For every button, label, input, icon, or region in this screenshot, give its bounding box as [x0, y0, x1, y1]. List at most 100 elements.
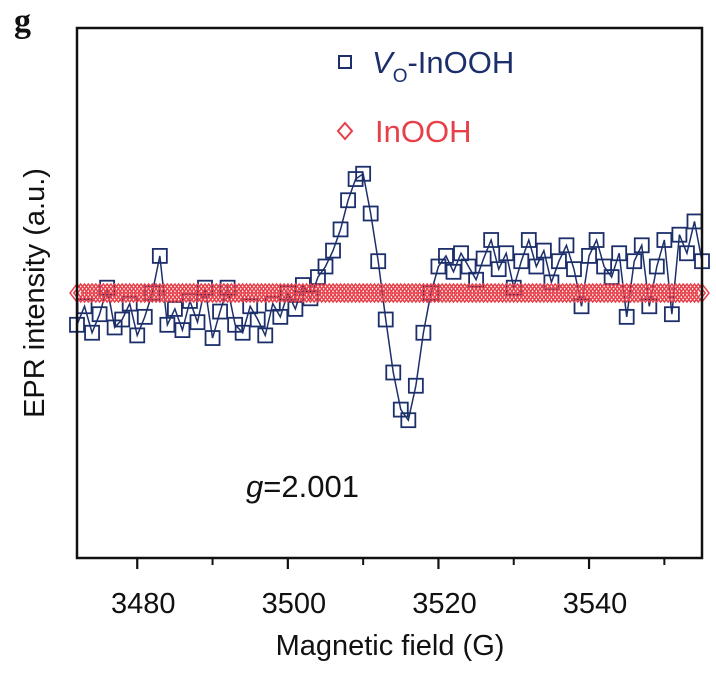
data-point-inooh [678, 282, 695, 304]
data-point-inooh [261, 282, 277, 304]
data-point-inooh [76, 282, 93, 304]
data-point-inooh [189, 282, 206, 304]
data-point-inooh [227, 282, 244, 304]
data-point-inooh [80, 282, 97, 304]
data-point-inooh [569, 282, 586, 304]
data-point-vo-inooh [626, 253, 643, 270]
data-point-inooh [543, 282, 560, 304]
data-point-vo-inooh [588, 232, 605, 248]
data-point-inooh [106, 282, 123, 304]
data-point-vo-inooh [671, 226, 688, 243]
data-point-vo-inooh [520, 232, 537, 248]
data-point-inooh [249, 282, 266, 304]
data-point-inooh [215, 282, 232, 304]
data-point-inooh [84, 282, 101, 304]
data-point-vo-inooh [535, 242, 552, 259]
data-point-vo-inooh [362, 205, 379, 222]
data-point-inooh [291, 282, 308, 304]
data-point-inooh [667, 282, 684, 304]
data-point-vo-inooh [490, 261, 507, 278]
data-point-inooh [238, 282, 255, 304]
data-point-inooh [426, 282, 443, 304]
data-point-inooh [185, 282, 202, 304]
data-point-inooh [438, 282, 454, 304]
data-point-inooh [317, 282, 334, 304]
data-point-inooh [599, 282, 616, 304]
data-point-inooh [630, 282, 646, 304]
data-point-inooh [310, 282, 326, 304]
data-point-inooh [596, 282, 613, 304]
data-point-inooh [532, 282, 549, 304]
g-value: =2.001 [263, 469, 359, 504]
data-point-inooh [400, 282, 417, 304]
data-point-vo-inooh [84, 324, 100, 341]
data-point-inooh [381, 282, 398, 304]
data-point-inooh [114, 282, 131, 304]
data-point-inooh [340, 282, 357, 304]
data-point-inooh [366, 282, 383, 304]
data-point-inooh [535, 282, 552, 304]
data-point-vo-inooh [551, 253, 567, 270]
data-point-inooh [151, 282, 168, 304]
data-point-vo-inooh [513, 253, 530, 270]
data-point-inooh [558, 282, 575, 304]
data-point-vo-inooh [114, 311, 131, 328]
data-point-inooh [163, 282, 180, 304]
data-point-inooh [614, 282, 631, 304]
data-point-vo-inooh [272, 308, 289, 325]
data-point-inooh [626, 282, 643, 304]
data-point-inooh [554, 282, 571, 304]
data-point-inooh [140, 282, 157, 304]
data-point-inooh [494, 282, 511, 304]
data-point-inooh [637, 282, 654, 304]
data-point-inooh [276, 282, 293, 304]
data-point-inooh [607, 282, 624, 304]
data-point-vo-inooh [475, 250, 492, 267]
data-point-inooh [517, 282, 533, 304]
data-point-inooh [257, 282, 274, 304]
data-point-inooh [246, 282, 262, 304]
legend-label-rest: -InOOH [407, 45, 514, 80]
data-point-inooh [313, 282, 330, 304]
x-tick-label: 3520 [412, 588, 477, 620]
data-point-inooh [148, 282, 165, 304]
data-point-inooh [528, 282, 545, 304]
legend-label-inooh: InOOH [375, 114, 471, 149]
legend-diamond-marker [336, 121, 354, 141]
data-point-inooh [449, 282, 466, 304]
data-point-inooh [242, 282, 259, 304]
data-point-inooh [95, 282, 112, 304]
legend-label-sub: O [393, 66, 408, 87]
panel-label: g [14, 3, 31, 40]
data-point-inooh [136, 282, 153, 304]
data-point-inooh [144, 282, 161, 304]
data-point-inooh [370, 282, 387, 304]
data-point-inooh [91, 282, 108, 304]
legend-label-vo-inooh: VO-InOOH [372, 45, 514, 87]
data-point-inooh [212, 282, 229, 304]
data-point-inooh [208, 282, 225, 304]
data-point-inooh [581, 282, 597, 304]
data-point-inooh [223, 282, 240, 304]
data-point-inooh [193, 282, 210, 304]
data-point-inooh [652, 282, 669, 304]
data-point-inooh [562, 282, 579, 304]
data-point-vo-inooh [151, 247, 168, 264]
data-point-inooh [475, 282, 492, 304]
data-point-inooh [129, 282, 146, 304]
data-point-inooh [663, 282, 680, 304]
data-point-vo-inooh [468, 271, 484, 288]
data-point-inooh [633, 282, 650, 304]
data-point-inooh [268, 282, 285, 304]
data-point-inooh [471, 282, 488, 304]
data-point-inooh [539, 282, 556, 304]
data-point-vo-inooh [407, 377, 424, 394]
data-point-vo-inooh [483, 232, 500, 248]
data-point-inooh [347, 282, 364, 304]
data-point-inooh [264, 282, 281, 304]
data-point-inooh [197, 282, 213, 304]
data-point-inooh [200, 282, 217, 304]
data-point-inooh [490, 282, 507, 304]
data-point-inooh [374, 282, 390, 304]
